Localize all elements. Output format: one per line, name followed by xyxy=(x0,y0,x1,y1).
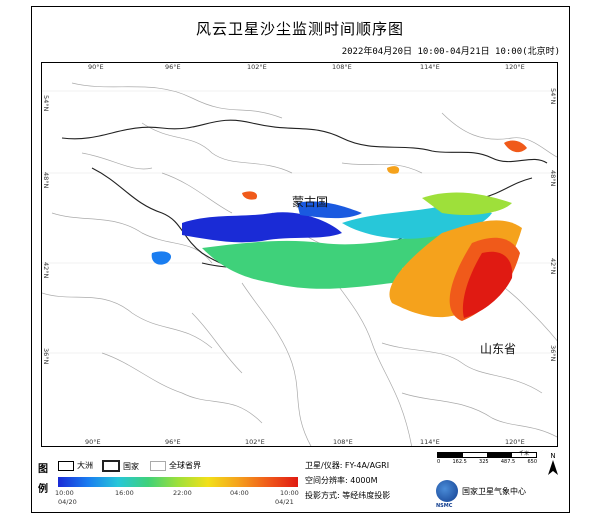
legend-item-continent: 大洲 xyxy=(58,460,93,471)
satellite-info: 卫星/仪器: FY-4A/AGRI xyxy=(305,461,390,470)
dust-late xyxy=(242,140,527,321)
lat-tick-right: 36°N xyxy=(549,345,557,362)
scale-label: 650 xyxy=(527,459,537,465)
scale-label: 0 xyxy=(437,459,441,465)
organization-abbr: NSMC xyxy=(436,503,453,509)
map-canvas xyxy=(42,82,557,446)
colorbar-label: 04:00 xyxy=(230,489,249,497)
legend-swatch xyxy=(150,460,166,471)
scale-label: 162.5 xyxy=(452,459,467,465)
legend-item-country: 国家 xyxy=(102,460,139,472)
lon-tick: 90°E xyxy=(88,63,104,71)
lat-tick-right: 42°N xyxy=(549,258,557,275)
legend-item-province: 全球省界 xyxy=(150,460,201,471)
time-colorbar xyxy=(58,477,298,487)
legend-label: 大洲 xyxy=(77,461,93,470)
map-panel xyxy=(41,62,558,447)
colorbar-date-start: 04/20 xyxy=(58,498,77,506)
lat-tick: 36°N xyxy=(42,348,50,365)
lon-tick-bottom: 96°E xyxy=(165,438,181,446)
figure-frame xyxy=(31,6,570,513)
time-span: 2022年04月20日 10:00-04月21日 10:00(北京时) xyxy=(341,47,560,57)
lon-tick: 114°E xyxy=(420,63,440,71)
legend-title-top: 图 xyxy=(38,464,48,475)
scale-bar-track xyxy=(437,452,537,458)
resolution-info: 空间分辨率: 4000M xyxy=(305,476,378,485)
lon-tick-bottom: 114°E xyxy=(420,438,440,446)
lat-tick: 42°N xyxy=(42,262,50,279)
lon-tick: 96°E xyxy=(165,63,181,71)
north-arrow-icon xyxy=(548,460,558,475)
scale-bar: 0 162.5 325 487.5 650 千米 xyxy=(437,451,537,465)
organization-name: 国家卫星气象中心 xyxy=(462,487,526,496)
legend-label: 国家 xyxy=(123,461,139,471)
legend-title-bottom: 例 xyxy=(38,484,48,495)
scale-labels: 0 162.5 325 487.5 650 xyxy=(437,459,537,465)
lon-tick-bottom: 102°E xyxy=(245,438,265,446)
colorbar-label: 10:00 xyxy=(280,489,299,497)
dust-early xyxy=(151,201,362,265)
lat-tick: 54°N xyxy=(42,95,50,112)
colorbar-label: 10:00 xyxy=(55,489,74,497)
colorbar-label: 16:00 xyxy=(115,489,134,497)
lon-tick-bottom: 120°E xyxy=(505,438,525,446)
lon-tick: 102°E xyxy=(247,63,267,71)
place-label-mongolia: 蒙古国 xyxy=(292,195,329,209)
north-label: N xyxy=(550,452,556,460)
lon-tick: 120°E xyxy=(505,63,525,71)
north-arrow: N xyxy=(546,452,560,480)
map-title: 风云卫星沙尘监测时间顺序图 xyxy=(195,20,404,38)
scale-label: 325 xyxy=(479,459,489,465)
colorbar-label: 22:00 xyxy=(173,489,192,497)
lat-tick: 48°N xyxy=(42,172,50,189)
projection-info: 投影方式: 等经纬度投影 xyxy=(305,491,391,500)
lon-tick-bottom: 108°E xyxy=(333,438,353,446)
legend-swatch xyxy=(58,460,74,471)
lon-tick: 108°E xyxy=(332,63,352,71)
lat-tick-right: 48°N xyxy=(549,170,557,187)
scale-unit: 千米 xyxy=(519,451,530,457)
dust-mid xyxy=(202,192,512,292)
lon-tick-bottom: 90°E xyxy=(85,438,101,446)
scale-label: 487.5 xyxy=(500,459,516,465)
place-label-shandong: 山东省 xyxy=(480,342,517,356)
nsmc-logo-icon xyxy=(436,480,458,502)
colorbar-date-end: 04/21 xyxy=(275,498,294,506)
legend-swatch xyxy=(102,460,120,472)
lat-tick-right: 54°N xyxy=(549,88,557,105)
legend-label: 全球省界 xyxy=(169,461,201,470)
